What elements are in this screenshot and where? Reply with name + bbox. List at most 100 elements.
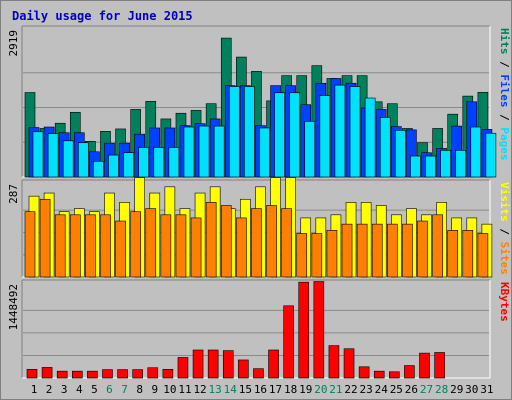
bar-sites [24,211,36,278]
y-max-label: 287 [7,184,20,204]
bar-kbytes [434,352,445,379]
x-tick-label: 2 [46,383,53,396]
bar-sites [175,214,187,278]
bar-kbytes [162,368,174,379]
bar-kbytes [268,349,279,379]
x-tick-label: 4 [76,383,83,396]
x-tick-label: 30 [465,383,478,396]
bar-kbytes [298,281,310,379]
bar-pages [334,84,346,178]
x-tick-label: 6 [106,383,113,396]
x-tick-label: 12 [193,383,206,396]
x-tick-label: 19 [299,383,312,396]
bar-pages [108,154,119,178]
bar-pages [425,155,436,178]
bar-sites [387,223,398,278]
bar-kbytes [419,352,430,379]
bar-kbytes [238,359,249,379]
bar-kbytes [404,365,415,379]
bar-kbytes [253,368,264,379]
bar-pages [32,131,44,178]
series-axis-label-part: Pages [498,127,511,160]
x-tick-label: 14 [224,383,238,396]
bar-pages [364,97,376,178]
bar-pages [379,117,391,178]
bar-kbytes [328,345,340,379]
bar-sites [236,217,247,278]
bar-kbytes [56,370,68,379]
bar-kbytes [132,369,143,379]
bar-pages [47,133,59,178]
series-axis-label-part: / [498,222,511,242]
chart-title: Daily usage for June 2015 [12,9,193,23]
x-tick-label: 21 [329,383,342,396]
bar-sites [432,214,443,278]
x-tick-label: 11 [178,383,191,396]
series-axis-label-part: Files [498,74,511,107]
bar-pages [410,155,421,178]
bar-sites [251,208,262,278]
bar-pages [138,147,149,178]
bar-pages [440,150,451,178]
bar-pages [395,130,406,178]
bar-pages [62,140,74,178]
x-tick-label: 24 [375,383,389,396]
x-tick-label: 8 [136,383,143,396]
bar-sites [326,230,338,278]
bar-pages [228,86,240,178]
series-axis-label-part: KBytes [498,282,511,322]
bar-sites [115,220,126,278]
bar-pages [289,92,300,178]
bar-sites [220,205,232,278]
bar-sites [145,208,157,278]
bar-sites [311,233,323,278]
bar-sites [371,223,383,278]
x-tick-label: 22 [344,383,357,396]
bar-pages [183,126,195,178]
x-tick-label: 7 [121,383,128,396]
bar-sites [341,223,353,278]
x-tick-label: 18 [284,383,297,396]
x-tick-label: 3 [61,383,68,396]
bar-sites [190,217,202,278]
series-axis-label: Visits / Sites [498,182,511,275]
x-tick-label: 1 [31,383,38,396]
x-tick-label: 17 [269,383,282,396]
bar-pages [259,127,270,178]
bar-sites [417,220,428,278]
bar-pages [274,92,285,178]
bar-kbytes [343,348,355,379]
bar-pages [153,147,165,178]
series-axis-label-part: / [498,55,511,75]
bar-kbytes [222,350,234,379]
bar-pages [77,142,89,178]
bar-pages [123,152,134,178]
x-tick-label: 31 [480,383,493,396]
series-axis-label-part: Sites [498,242,511,275]
x-tick-label: 29 [450,383,463,396]
bar-kbytes [41,367,53,379]
bar-pages [319,95,331,178]
y-max-label: 1448492 [7,284,20,330]
series-axis-label-part: Visits [498,182,511,222]
bar-kbytes [313,281,325,379]
bar-sites [85,214,96,278]
bar-pages [304,121,316,178]
series-axis-label-part: / [498,108,511,128]
y-max-label: 2919 [7,30,20,57]
bar-pages [213,125,225,178]
series-axis-label: KBytes [498,282,511,322]
bar-sites [69,214,81,278]
bar-kbytes [373,370,385,379]
bar-kbytes [389,371,400,379]
bar-sites [130,211,141,278]
bar-sites [266,205,277,278]
bar-pages [168,147,180,178]
bar-sites [54,214,66,278]
bar-kbytes [358,366,370,379]
x-tick-label: 10 [163,383,176,396]
bar-kbytes [177,357,189,379]
x-tick-label: 15 [239,383,252,396]
bar-pages [455,150,467,178]
